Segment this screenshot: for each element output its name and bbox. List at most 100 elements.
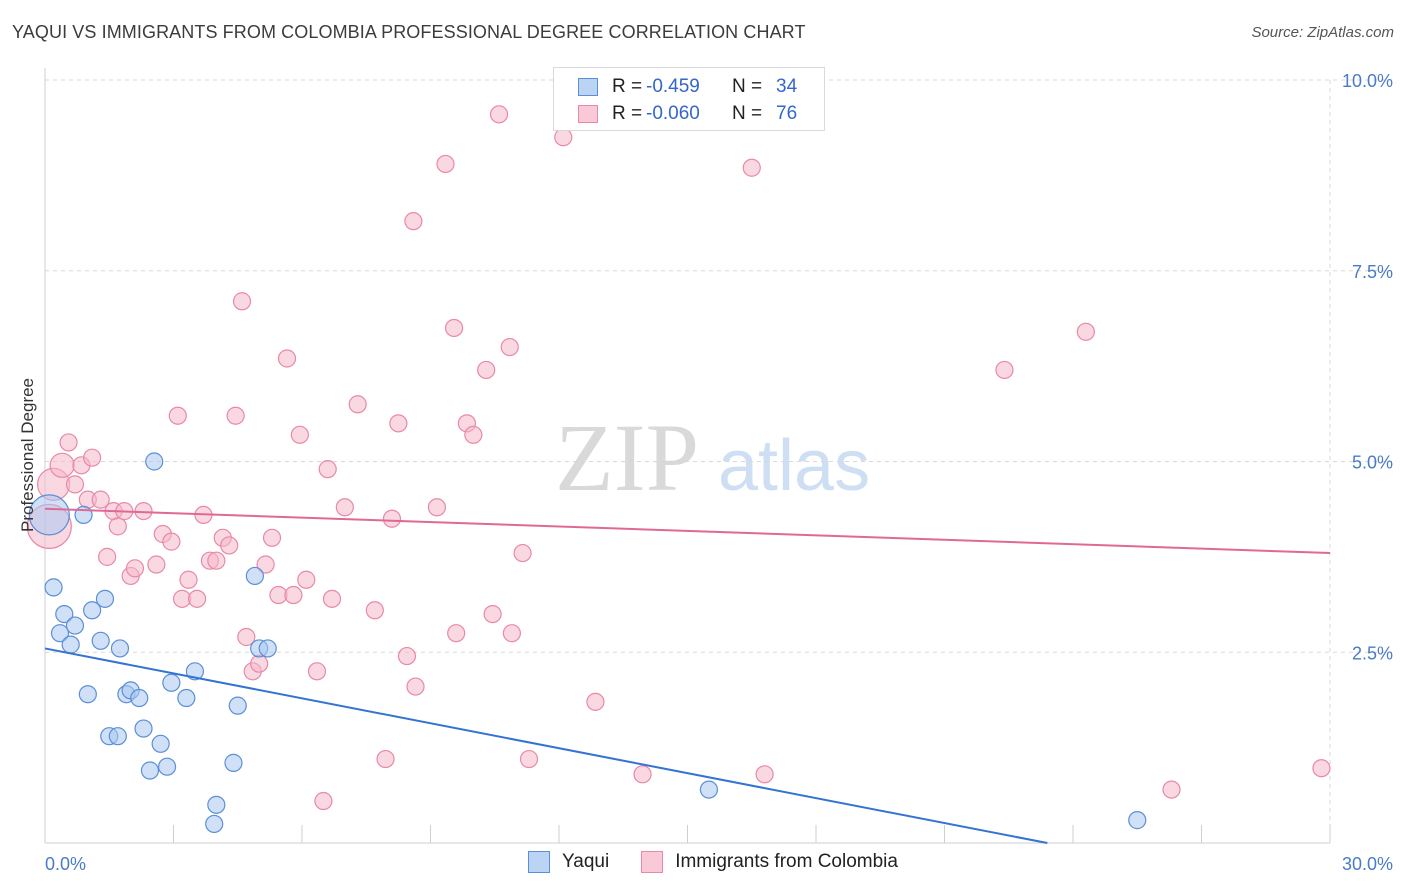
colombia-point	[290, 425, 309, 444]
colombia-point	[250, 654, 269, 673]
yaqui-point	[1128, 811, 1147, 830]
colombia-point	[406, 677, 425, 696]
colombia-point	[220, 536, 239, 555]
legend-row-yaqui: R = -0.459 N = 34	[554, 73, 797, 101]
colombia-point	[65, 475, 85, 494]
legend-r-label: R =	[612, 76, 643, 97]
yaqui-point	[177, 688, 196, 708]
yaqui-point	[78, 685, 97, 704]
colombia-point	[382, 509, 402, 528]
colombia-point	[489, 105, 509, 124]
legend-n-label: N =	[732, 103, 763, 124]
colombia-point	[256, 555, 275, 574]
legend-n-value: 76	[776, 103, 798, 124]
colombia-point	[232, 292, 252, 311]
watermark-atlas: atlas	[718, 426, 870, 506]
colombia-point	[168, 406, 187, 425]
colombia-point	[1162, 780, 1181, 799]
y-tick-label: 2.5%	[1352, 643, 1393, 663]
series-legend-colombia[interactable]: Immigrants from Colombia	[641, 851, 898, 873]
x-tick-label: 30.0%	[1342, 854, 1393, 874]
yaqui-point	[65, 616, 85, 635]
chart-title: YAQUI VS IMMIGRANTS FROM COLOMBIA PROFES…	[12, 22, 806, 42]
colombia-point	[444, 318, 464, 338]
colombia-point	[427, 498, 447, 517]
colombia-point	[483, 604, 502, 624]
colombia-point	[284, 585, 303, 605]
colombia-point	[207, 551, 226, 570]
y-tick-label: 10.0%	[1342, 71, 1393, 91]
legend-swatch-yaqui	[578, 78, 598, 96]
yaqui-point	[91, 631, 110, 650]
y-tick-label: 5.0%	[1352, 453, 1393, 473]
colombia-point	[348, 395, 367, 414]
colombia-point	[1076, 322, 1095, 341]
yaqui-point	[134, 719, 153, 738]
yaqui-point	[28, 494, 70, 536]
colombia-point	[277, 349, 297, 368]
colombia-point	[464, 425, 483, 444]
yaqui-point	[151, 734, 170, 753]
colombia-point	[162, 532, 181, 551]
yaqui-point	[205, 814, 224, 834]
yaqui-point	[140, 761, 160, 780]
series-legend-label: Yaqui	[562, 851, 610, 872]
colombia-point	[436, 154, 455, 174]
source-label: Source: ZipAtlas.com	[1251, 24, 1394, 41]
yaqui-trend-line	[44, 647, 1048, 844]
series-legend-yaqui[interactable]: Yaqui	[528, 851, 609, 873]
yaqui-point	[258, 639, 277, 658]
colombia-trend-line	[44, 507, 1331, 555]
colombia-point	[404, 212, 423, 231]
trend-lines	[44, 507, 1331, 844]
colombia-point	[179, 570, 198, 589]
colombia-point	[554, 128, 573, 147]
colombia-point	[335, 498, 354, 517]
yaqui-point	[95, 589, 115, 608]
x-tick-label: 0.0%	[45, 854, 86, 874]
legend-row-colombia: R = -0.060 N = 76	[554, 100, 797, 128]
colombia-point	[742, 158, 761, 177]
colombia-point	[83, 448, 102, 467]
colombia-point	[147, 555, 166, 574]
colombia-point	[397, 646, 417, 666]
axes	[44, 68, 1331, 844]
correlation-legend: R = -0.459 N = 34 R = -0.060 N = 76	[553, 67, 825, 131]
colombia-point	[98, 547, 117, 566]
legend-swatch-yaqui	[528, 851, 550, 873]
colombia-point	[297, 570, 316, 589]
watermark: ZIP atlas	[555, 404, 870, 511]
yaqui-point	[108, 727, 127, 746]
series-yaqui-points	[28, 452, 1147, 834]
y-axis-label: Professional Degree	[18, 378, 37, 532]
colombia-point	[502, 624, 521, 643]
colombia-point	[59, 433, 78, 452]
yaqui-point	[130, 688, 149, 708]
yaqui-point	[145, 452, 164, 471]
yaqui-point	[162, 673, 181, 692]
series-legend: Yaqui Immigrants from Colombia	[528, 851, 930, 873]
colombia-point	[237, 627, 256, 647]
legend-n-value: 34	[776, 76, 798, 97]
yaqui-point	[50, 624, 70, 643]
colombia-point	[586, 692, 605, 711]
yaqui-point	[61, 635, 80, 654]
legend-n-label: N =	[732, 76, 763, 97]
colombia-point	[262, 528, 282, 547]
colombia-point	[376, 749, 395, 769]
colombia-point	[49, 452, 75, 478]
yaqui-point	[245, 566, 264, 586]
yaqui-point	[83, 601, 102, 620]
colombia-point	[519, 749, 539, 769]
colombia-point	[447, 624, 466, 643]
colombia-point	[318, 460, 337, 479]
yaqui-point	[110, 639, 130, 658]
colombia-point	[108, 517, 127, 536]
series-legend-label: Immigrants from Colombia	[675, 851, 898, 872]
colombia-point	[513, 543, 532, 563]
colombia-point	[477, 360, 496, 380]
colombia-point	[365, 601, 384, 620]
colombia-point	[91, 490, 110, 509]
colombia-point	[995, 360, 1014, 380]
